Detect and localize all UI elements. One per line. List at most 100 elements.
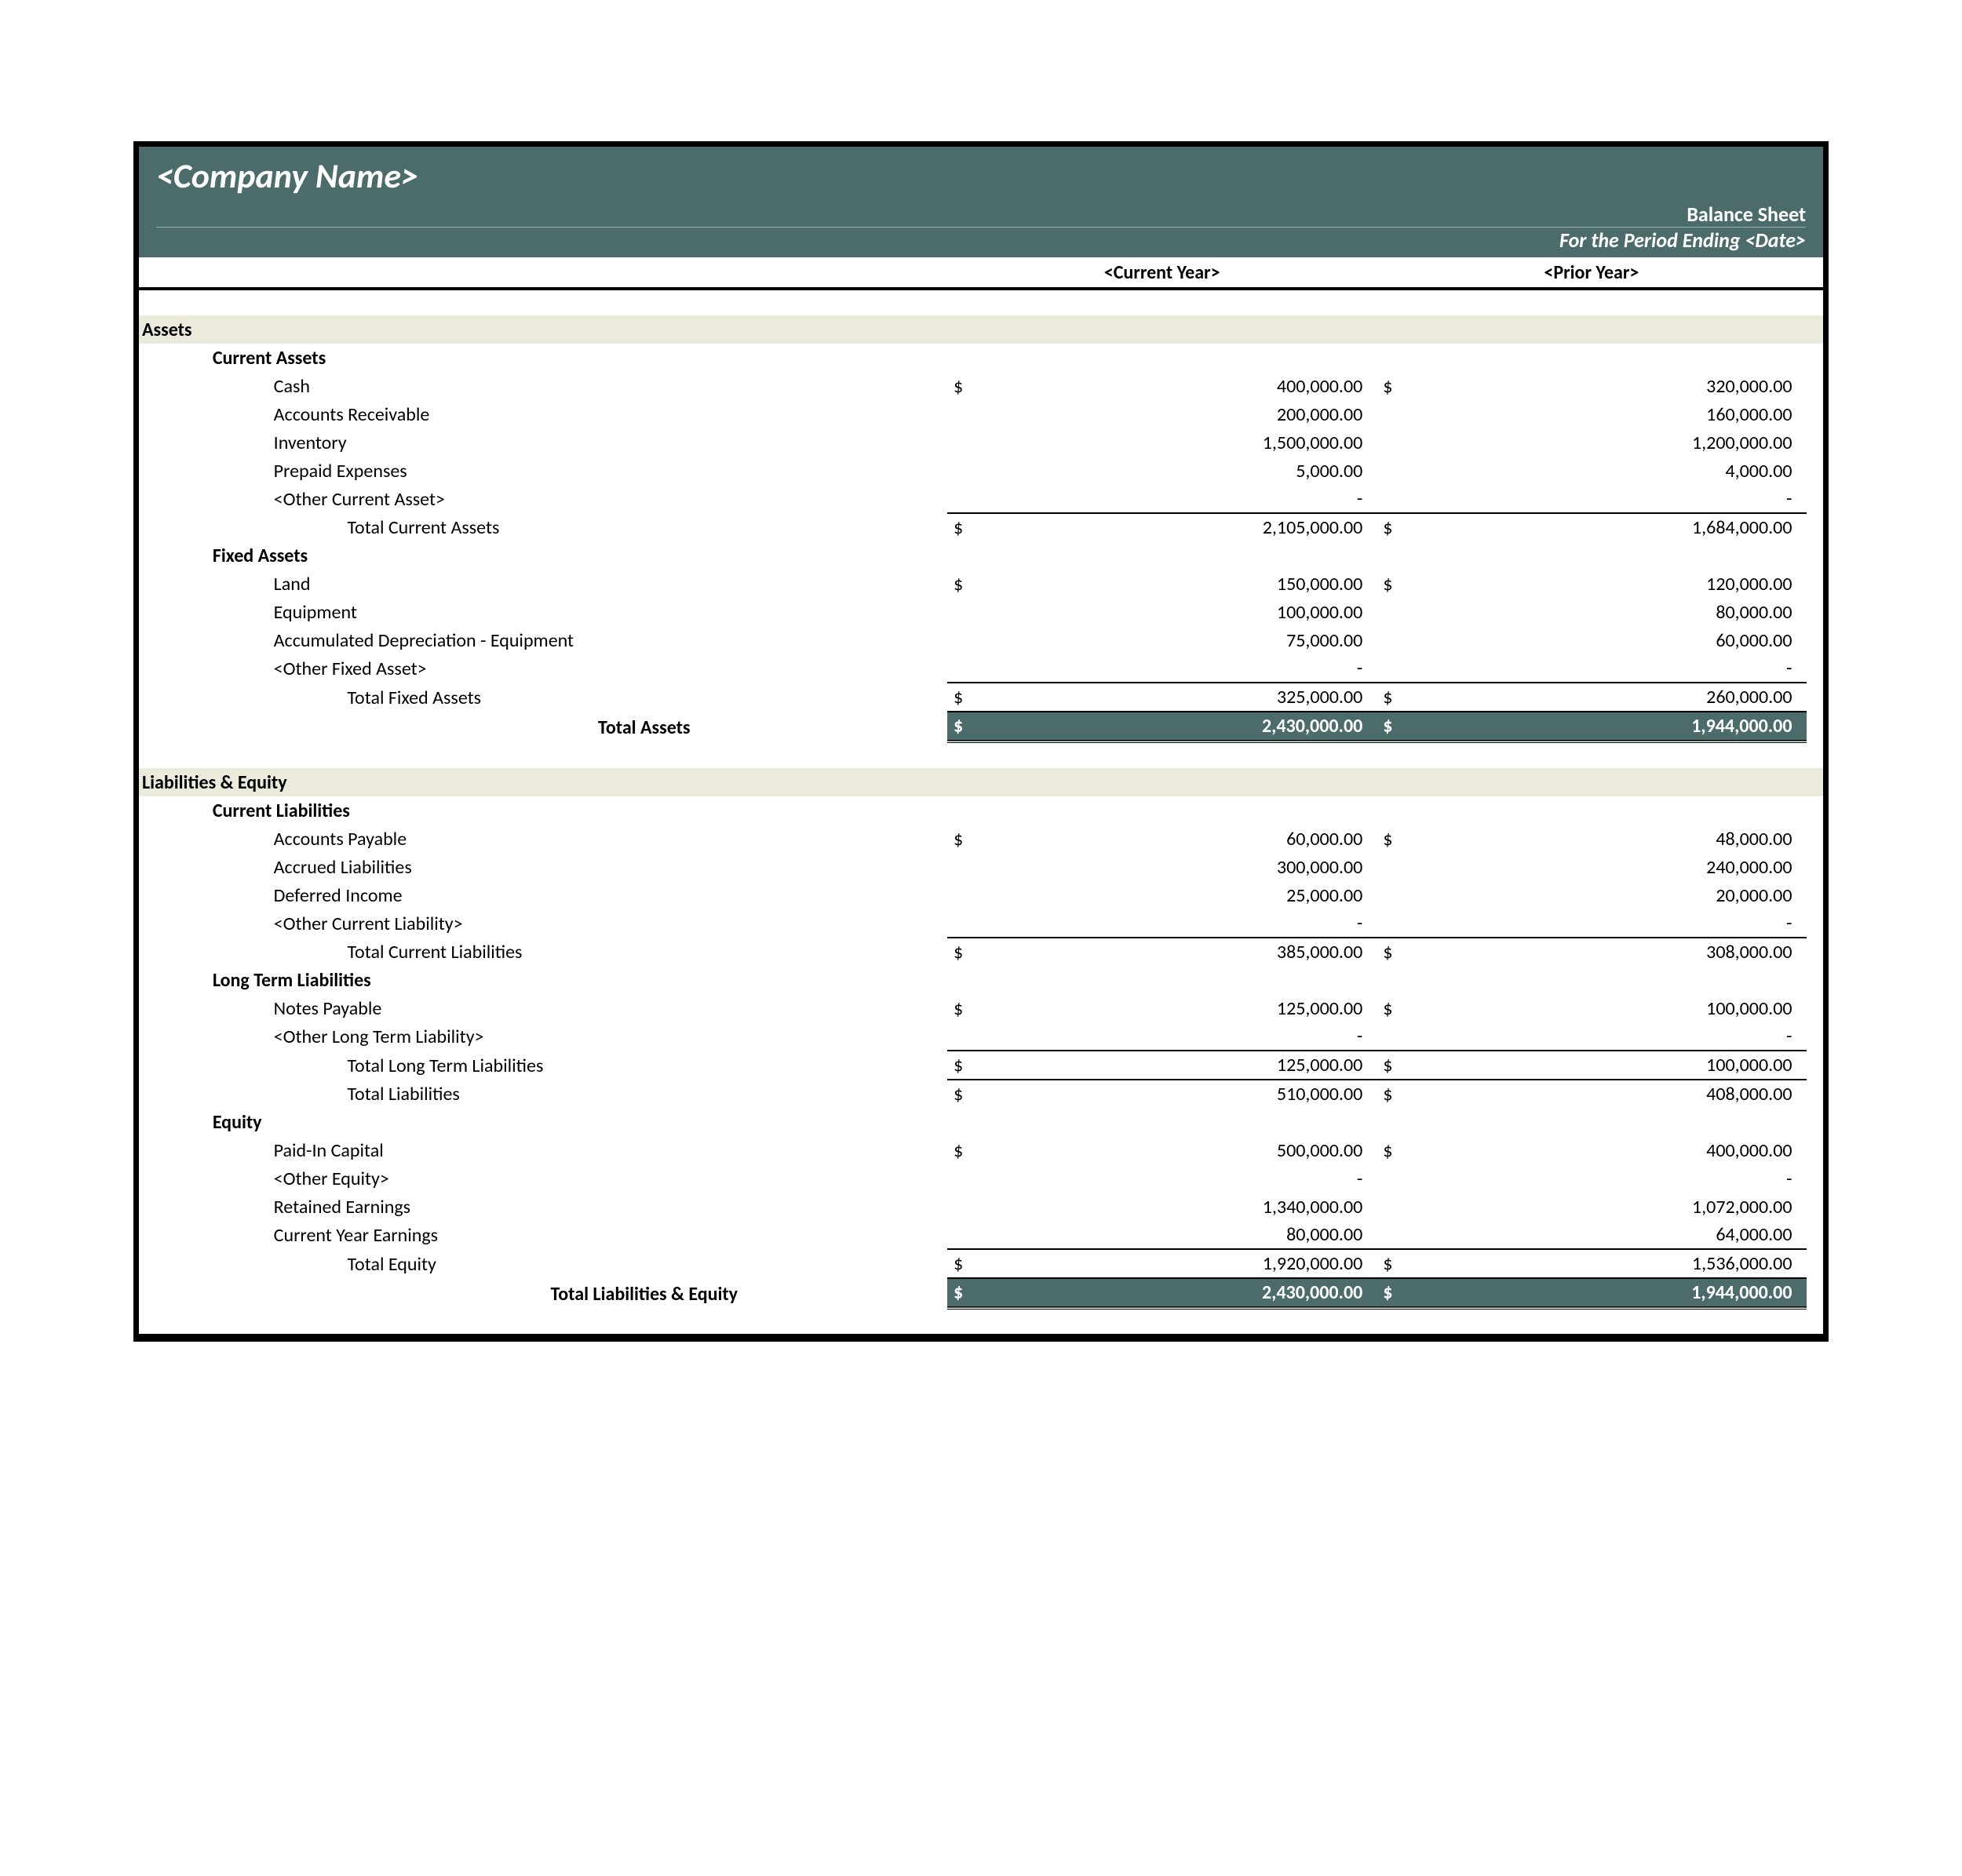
amount-prior: 1,200,000.00 — [1435, 428, 1806, 457]
header-right: Balance Sheet For the Period Ending <Dat… — [156, 202, 1806, 253]
total-fixed-assets-row: Total Fixed Assets $ 325,000.00 $ 260,00… — [139, 683, 1823, 712]
column-headers-row: <Current Year> <Prior Year> — [139, 259, 1823, 289]
amount-prior: 240,000.00 — [1435, 853, 1806, 881]
line-label: Paid-In Capital — [274, 1136, 947, 1164]
line-item: Notes Payable$125,000.00$100,000.00 — [139, 994, 1823, 1022]
line-label: <Other Current Liability> — [274, 909, 947, 938]
dollar-sign — [947, 598, 1006, 626]
spacer-row — [139, 741, 1823, 768]
amount-current: 400,000.00 — [1006, 372, 1377, 400]
dollar-sign — [1377, 1221, 1435, 1249]
line-label: Equipment — [274, 598, 947, 626]
amount-current: - — [1006, 1164, 1377, 1193]
dollar-sign: $ — [1377, 994, 1435, 1022]
line-label: Notes Payable — [274, 994, 947, 1022]
dollar-sign: $ — [947, 1136, 1006, 1164]
dollar-sign: $ — [1377, 372, 1435, 400]
amount-prior: 4,000.00 — [1435, 457, 1806, 485]
dollar-sign — [947, 654, 1006, 683]
dollar-sign — [947, 1221, 1006, 1249]
line-label: <Other Fixed Asset> — [274, 654, 947, 683]
section-liabilities-equity: Liabilities & Equity — [139, 768, 1823, 796]
total-equity-row: Total Equity $ 1,920,000.00 $ 1,536,000.… — [139, 1249, 1823, 1278]
amount-prior: 100,000.00 — [1435, 994, 1806, 1022]
line-item: Accumulated Depreciation - Equipment75,0… — [139, 626, 1823, 654]
line-item: Accrued Liabilities 300,000.00 240,000.00 — [139, 853, 1823, 881]
subsection-long-term-liabilities: Long Term Liabilities — [139, 966, 1823, 994]
line-item: Equipment 100,000.00 80,000.00 — [139, 598, 1823, 626]
dollar-sign: $ — [1377, 825, 1435, 853]
line-item: <Other Equity> - - — [139, 1164, 1823, 1193]
amount-current: 200,000.00 — [1006, 400, 1377, 428]
balance-table: <Current Year> <Prior Year> Assets Curre… — [139, 259, 1823, 1336]
line-item: <Other Current Asset> - - — [139, 485, 1823, 513]
dollar-sign: $ — [1377, 1136, 1435, 1164]
amount-current: 300,000.00 — [1006, 853, 1377, 881]
spacer-row — [139, 1308, 1823, 1335]
sheet-title: Balance Sheet — [156, 202, 1806, 227]
amount-prior: - — [1435, 485, 1806, 513]
dollar-sign: $ — [947, 570, 1006, 598]
amount-prior: 400,000.00 — [1435, 1136, 1806, 1164]
line-item: Land$150,000.00$120,000.00 — [139, 570, 1823, 598]
line-item: <Other Fixed Asset>-- — [139, 654, 1823, 683]
line-item: Retained Earnings1,340,000.001,072,000.0… — [139, 1193, 1823, 1221]
amount-current: - — [1006, 1022, 1377, 1051]
dollar-sign — [947, 1164, 1006, 1193]
line-item: Deferred Income25,000.0020,000.00 — [139, 881, 1823, 909]
total-assets-row: Total Assets $ 2,430,000.00 $ 1,944,000.… — [139, 712, 1823, 741]
line-label: Accrued Liabilities — [274, 853, 947, 881]
line-item: Accounts Payable$60,000.00$48,000.00 — [139, 825, 1823, 853]
period-ending: For the Period Ending <Date> — [156, 227, 1806, 253]
amount-prior: 60,000.00 — [1435, 626, 1806, 654]
dollar-sign — [1377, 853, 1435, 881]
amount-current: 100,000.00 — [1006, 598, 1377, 626]
amount-current: - — [1006, 654, 1377, 683]
line-item: Prepaid Expenses5,000.004,000.00 — [139, 457, 1823, 485]
amount-current: - — [1006, 485, 1377, 513]
amount-prior: 80,000.00 — [1435, 598, 1806, 626]
line-label: Accounts Receivable — [274, 400, 947, 428]
amount-current: 125,000.00 — [1006, 994, 1377, 1022]
amount-current: 1,500,000.00 — [1006, 428, 1377, 457]
total-current-liabilities-row: Total Current Liabilities $ 385,000.00 $… — [139, 938, 1823, 966]
total-current-assets-row: Total Current Assets $ 2,105,000.00 $ 1,… — [139, 513, 1823, 541]
line-label: <Other Current Asset> — [274, 485, 947, 513]
dollar-sign — [1377, 485, 1435, 513]
dollar-sign — [947, 457, 1006, 485]
line-label: Prepaid Expenses — [274, 457, 947, 485]
line-item: Accounts Receivable200,000.00160,000.00 — [139, 400, 1823, 428]
line-item: Cash$400,000.00$320,000.00 — [139, 372, 1823, 400]
subsection-current-assets: Current Assets — [139, 344, 1823, 372]
dollar-sign — [1377, 881, 1435, 909]
dollar-sign — [947, 485, 1006, 513]
amount-current: 500,000.00 — [1006, 1136, 1377, 1164]
line-item: Paid-In Capital$500,000.00$400,000.00 — [139, 1136, 1823, 1164]
dollar-sign — [1377, 626, 1435, 654]
dollar-sign — [1377, 428, 1435, 457]
amount-prior: 64,000.00 — [1435, 1221, 1806, 1249]
amount-prior: - — [1435, 1164, 1806, 1193]
dollar-sign — [1377, 457, 1435, 485]
dollar-sign: $ — [947, 372, 1006, 400]
line-label: Inventory — [274, 428, 947, 457]
amount-prior: 320,000.00 — [1435, 372, 1806, 400]
amount-prior: 120,000.00 — [1435, 570, 1806, 598]
subsection-current-liabilities: Current Liabilities — [139, 796, 1823, 825]
amount-current: - — [1006, 909, 1377, 938]
line-label: Land — [274, 570, 947, 598]
line-label: Current Year Earnings — [274, 1221, 947, 1249]
amount-current: 150,000.00 — [1006, 570, 1377, 598]
line-item: <Other Current Liability>-- — [139, 909, 1823, 938]
line-label: <Other Equity> — [274, 1164, 947, 1193]
dollar-sign — [1377, 598, 1435, 626]
dollar-sign — [1377, 1022, 1435, 1051]
dollar-sign — [947, 400, 1006, 428]
sheet-header: <Company Name> Balance Sheet For the Per… — [139, 147, 1823, 259]
dollar-sign: $ — [1377, 570, 1435, 598]
dollar-sign — [947, 909, 1006, 938]
dollar-sign — [947, 1193, 1006, 1221]
dollar-sign — [1377, 1164, 1435, 1193]
dollar-sign — [1377, 400, 1435, 428]
amount-prior: 48,000.00 — [1435, 825, 1806, 853]
